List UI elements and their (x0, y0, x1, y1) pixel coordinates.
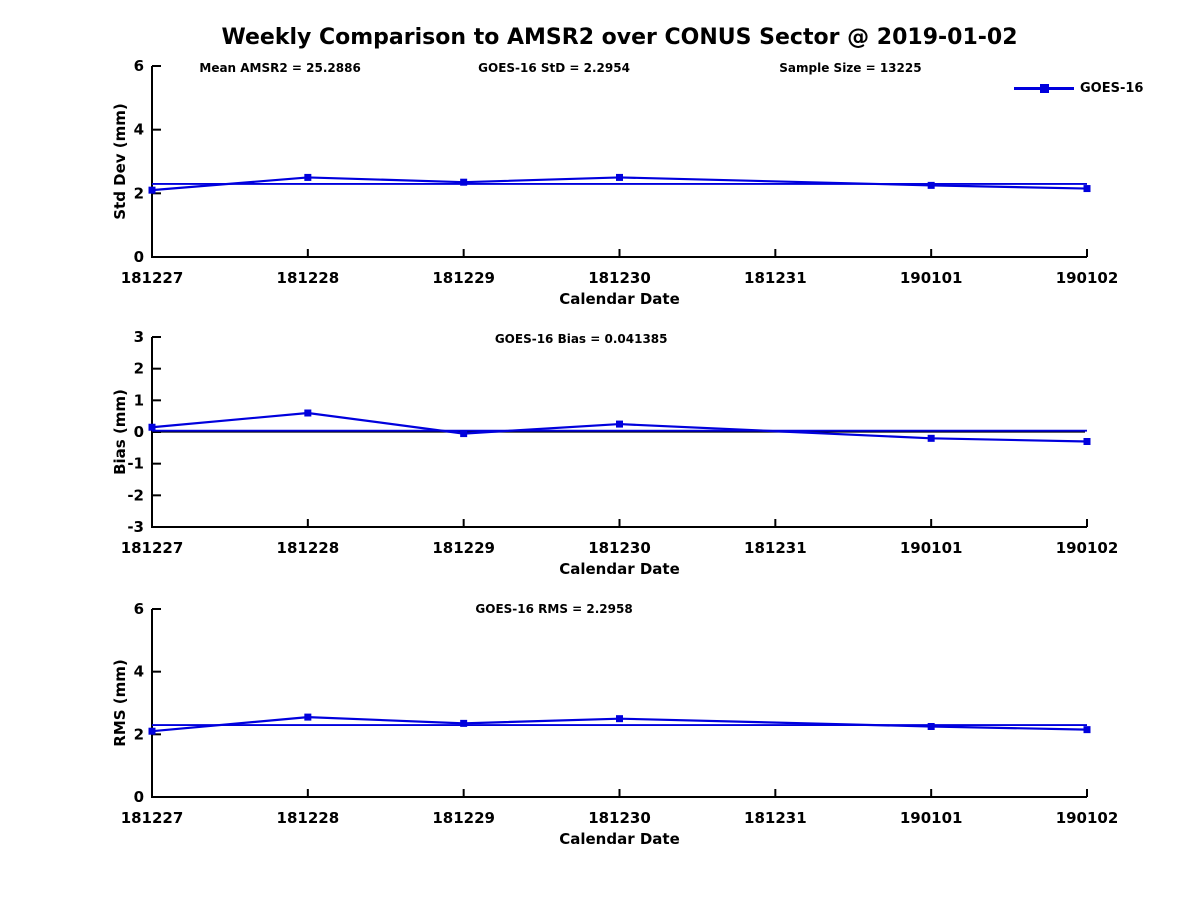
y-tick-label: 2 (134, 184, 144, 202)
data-point-marker (460, 178, 468, 186)
data-point-marker (460, 719, 468, 727)
panel-annotation: Sample Size = 13225 (779, 61, 921, 75)
y-axis-title: Std Dev (mm) (111, 103, 129, 220)
data-point-marker (1083, 185, 1091, 193)
y-tick-label: 6 (134, 57, 144, 75)
data-point-marker (616, 420, 623, 428)
x-axis-title: Calendar Date (559, 290, 680, 308)
data-point-marker (304, 409, 312, 417)
y-axis-title: Bias (mm) (111, 389, 129, 475)
panel-bias: 3 2 1 0 -1 -2 -3 181227 181228 181229 181230 181231… (111, 328, 1118, 578)
legend-swatch (1014, 80, 1074, 96)
y-tick-label: 2 (134, 360, 144, 378)
data-point-marker (927, 181, 935, 189)
x-tick-label: 181230 (588, 809, 651, 827)
panel-annotation: GOES-16 StD = 2.2954 (478, 61, 630, 75)
y-tick-label: 3 (134, 328, 144, 346)
y-axis-title: RMS (mm) (111, 659, 129, 746)
data-point-marker (460, 430, 468, 438)
x-tick-label: 181227 (121, 809, 184, 827)
y-tick-label: -2 (127, 486, 144, 504)
legend: GOES-16 (1014, 80, 1143, 96)
x-tick-label: 190101 (900, 809, 963, 827)
data-point-marker (148, 186, 156, 194)
y-tick-label: 0 (134, 248, 144, 266)
x-tick-label: 190102 (1056, 269, 1119, 287)
x-tick-label: 181227 (121, 539, 184, 557)
x-axis-title: Calendar Date (559, 560, 680, 578)
x-tick-label: 181229 (432, 269, 495, 287)
data-point-marker (927, 723, 935, 730)
panel-annotation: Mean AMSR2 = 25.2886 (199, 61, 360, 75)
panel-annotation: GOES-16 Bias = 0.041385 (495, 332, 668, 346)
y-tick-label: 1 (134, 391, 144, 409)
data-point-marker (616, 173, 623, 181)
x-tick-label: 181228 (277, 809, 340, 827)
x-tick-label: 181230 (588, 269, 651, 287)
x-tick-label: 181231 (744, 809, 807, 827)
x-tick-label: 181227 (121, 269, 184, 287)
data-point-marker (1083, 438, 1091, 445)
data-point-marker (927, 434, 935, 442)
y-tick-label: -3 (127, 518, 144, 536)
x-tick-label: 190101 (900, 269, 963, 287)
data-point-marker (304, 173, 312, 181)
y-tick-label: 4 (134, 121, 144, 139)
data-series-line (151, 715, 1088, 733)
y-tick-label: 2 (134, 725, 144, 743)
y-tick-label: 4 (134, 663, 144, 681)
legend-marker-icon (1040, 84, 1049, 93)
x-tick-label: 181228 (277, 269, 340, 287)
data-point-marker (304, 713, 312, 721)
y-tick-label: 6 (134, 600, 144, 618)
y-tick-label: 0 (134, 788, 144, 806)
data-point-marker (1083, 726, 1091, 734)
panel-std-dev: 0 2 4 6 181227 181228 181229 181230 181231 190101… (111, 57, 1118, 308)
x-tick-label: 181231 (744, 269, 807, 287)
data-point-marker (148, 423, 156, 431)
legend-label: GOES-16 (1080, 80, 1144, 96)
panel-rms: 0 2 4 6 181227 181228 181229 181230 181231 190101… (111, 600, 1118, 848)
x-axis-title: Calendar Date (559, 830, 680, 848)
x-tick-label: 181230 (588, 539, 651, 557)
x-tick-label: 190102 (1056, 809, 1119, 827)
y-tick-label: 0 (134, 423, 144, 441)
data-point-marker (148, 727, 156, 735)
y-tick-label: -1 (127, 455, 144, 473)
x-tick-label: 190101 (900, 539, 963, 557)
data-series-line (151, 176, 1088, 192)
x-tick-label: 181229 (432, 809, 495, 827)
data-series-line (151, 411, 1088, 443)
panel-annotation: GOES-16 RMS = 2.2958 (475, 602, 632, 616)
x-tick-label: 181229 (432, 539, 495, 557)
x-tick-label: 181228 (277, 539, 340, 557)
chart-title: Weekly Comparison to AMSR2 over CONUS Se… (221, 25, 1018, 50)
x-tick-label: 181231 (744, 539, 807, 557)
data-point-marker (616, 715, 623, 723)
x-tick-label: 190102 (1056, 539, 1119, 557)
